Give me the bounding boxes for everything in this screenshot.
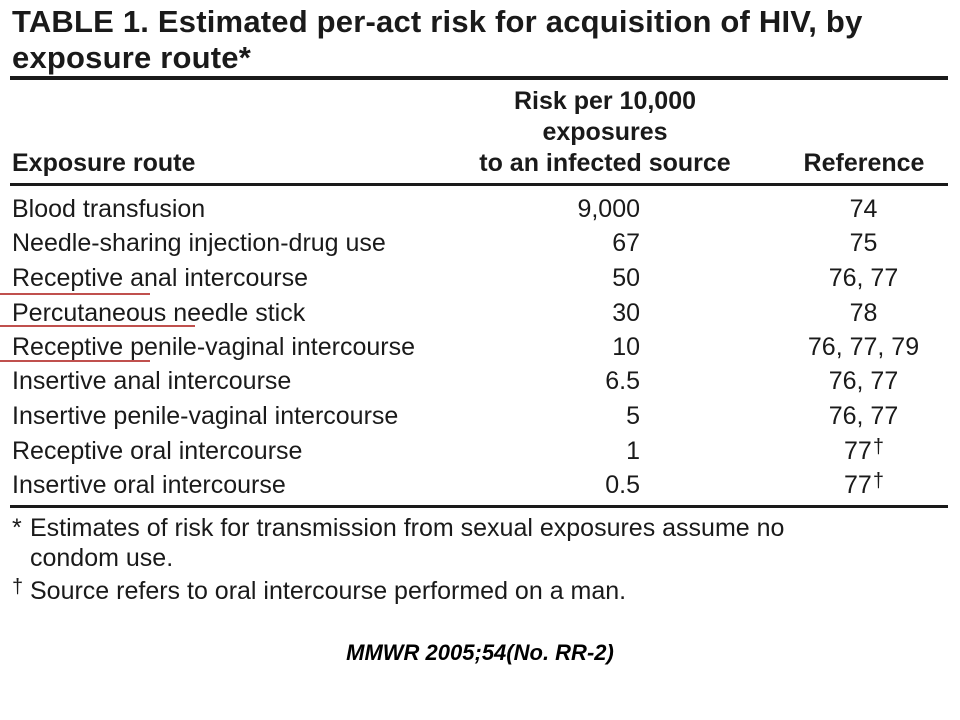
row-risk-value: 10	[612, 333, 640, 361]
row-reference: 76, 77, 79	[764, 330, 960, 364]
row-reference: 76, 77	[764, 364, 960, 398]
header-exposure-route: Exposure route	[12, 149, 196, 177]
row-risk-value: 5	[626, 402, 640, 430]
title-rule	[10, 76, 948, 80]
header-risk-line-2: exposures	[542, 118, 668, 146]
table-row: Receptive oral intercourse 1 77†	[0, 434, 960, 468]
row-reference-value: 75	[849, 229, 878, 257]
row-reference: 75	[764, 226, 960, 260]
row-exposure-route: Insertive anal intercourse	[12, 367, 292, 395]
row-reference: 77†	[764, 468, 960, 502]
footnote-star-line-2: condom use.	[30, 544, 174, 572]
row-exposure-route: Blood transfusion	[12, 195, 206, 223]
footnote-star: * Estimates of risk for transmission from…	[12, 513, 952, 573]
header-risk-line-1: Risk per 10,000	[513, 87, 697, 115]
row-exposure-route: Receptive oral intercourse	[12, 437, 303, 465]
row-reference: 78	[764, 296, 960, 330]
annotation-underline	[0, 293, 150, 295]
row-risk-value: 6.5	[605, 367, 640, 395]
row-reference-value: 76, 77	[828, 264, 899, 292]
table-row: Insertive penile-vaginal intercourse 5 7…	[0, 399, 960, 433]
asterisk-mark: *	[12, 514, 22, 542]
table-row: Receptive anal intercourse 50 76, 77	[0, 261, 960, 295]
row-exposure-route: Percutaneous needle stick	[12, 299, 306, 327]
row-risk-value: 50	[612, 264, 640, 292]
table-title-line-2: exposure route*	[12, 40, 252, 75]
footnote-star-line-1: Estimates of risk for transmission from …	[30, 514, 785, 542]
header-reference: Reference	[803, 149, 925, 177]
header-risk: Risk per 10,000 exposures to an infected…	[452, 86, 758, 179]
row-risk-value: 30	[612, 299, 640, 327]
row-reference-value: 78	[849, 299, 878, 327]
row-exposure-route: Insertive penile-vaginal intercourse	[12, 402, 399, 430]
table-row: Percutaneous needle stick 30 78	[0, 296, 960, 330]
row-reference-value: 74	[849, 195, 878, 223]
header-rule	[10, 183, 948, 186]
footnote-dagger-text: Source refers to oral intercourse perfor…	[30, 577, 627, 605]
row-reference-value: 77	[844, 437, 872, 465]
annotation-underline	[0, 360, 150, 362]
row-exposure-route: Receptive penile-vaginal intercourse	[12, 333, 416, 361]
row-reference: 76, 77	[764, 399, 960, 433]
table-row: Receptive penile-vaginal intercourse 10 …	[0, 330, 960, 364]
row-risk-value: 0.5	[605, 471, 640, 499]
row-reference-value: 77	[844, 471, 872, 499]
row-exposure-route: Insertive oral intercourse	[12, 471, 286, 499]
row-reference: 77†	[764, 434, 960, 468]
row-risk-value: 1	[626, 437, 640, 465]
table-title-line-1: TABLE 1. Estimated per-act risk for acqu…	[12, 4, 863, 39]
dagger-mark: †	[12, 576, 24, 598]
row-exposure-route: Needle-sharing injection-drug use	[12, 229, 386, 257]
table-title: TABLE 1. Estimated per-act risk for acqu…	[12, 4, 952, 76]
row-exposure-route: Receptive anal intercourse	[12, 264, 308, 292]
row-reference: 76, 77	[764, 261, 960, 295]
row-reference: 74	[764, 192, 960, 226]
row-reference-value: 76, 77	[828, 367, 899, 395]
table-bottom-rule	[10, 505, 948, 508]
row-reference-value: 76, 77	[828, 402, 899, 430]
header-risk-line-3: to an infected source	[479, 149, 731, 177]
dagger-mark: †	[872, 470, 884, 492]
table-row: Insertive oral intercourse 0.5 77†	[0, 468, 960, 502]
annotation-underline	[0, 325, 195, 327]
dagger-mark: †	[872, 436, 884, 458]
source-citation: MMWR 2005;54(No. RR-2)	[346, 640, 614, 665]
table-row: Blood transfusion 9,000 74	[0, 192, 960, 226]
row-risk-value: 9,000	[577, 195, 640, 223]
footnote-dagger: † Source refers to oral intercourse perfo…	[12, 576, 952, 606]
table-row: Needle-sharing injection-drug use 67 75	[0, 226, 960, 260]
row-reference-value: 76, 77, 79	[807, 333, 920, 361]
table-row: Insertive anal intercourse 6.5 76, 77	[0, 364, 960, 398]
row-risk-value: 67	[612, 229, 640, 257]
